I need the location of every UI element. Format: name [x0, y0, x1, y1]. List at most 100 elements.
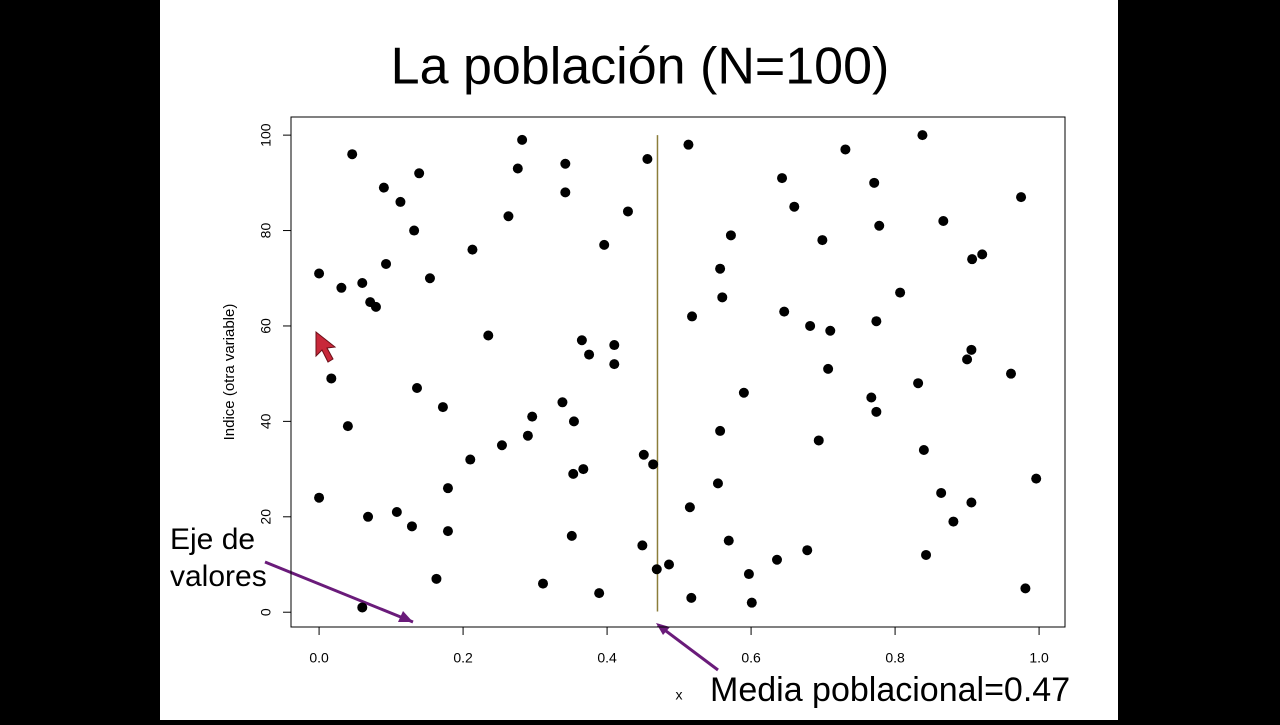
x-tick-label: 0.4	[597, 650, 617, 666]
point	[948, 516, 959, 527]
point	[512, 163, 523, 174]
point	[442, 483, 453, 494]
point	[584, 349, 595, 360]
point	[637, 540, 648, 551]
point	[326, 373, 337, 384]
point	[871, 406, 882, 417]
x-tick-label: 1.0	[1029, 650, 1049, 666]
point	[363, 511, 374, 522]
point	[817, 235, 828, 246]
y-tick-label: 40	[258, 413, 274, 429]
point	[738, 387, 749, 398]
point	[743, 569, 754, 580]
point	[805, 320, 816, 331]
point	[936, 487, 947, 498]
point	[342, 421, 353, 432]
y-tick-label: 100	[258, 123, 274, 147]
y-tick-label: 0	[258, 608, 274, 616]
point	[717, 292, 728, 303]
y-tick-label: 60	[258, 318, 274, 334]
point	[609, 340, 620, 351]
annotation-line: valores	[170, 560, 267, 593]
point	[869, 177, 880, 188]
annotation-arrow	[264, 560, 414, 624]
point	[391, 507, 402, 518]
point	[378, 182, 389, 193]
point	[789, 201, 800, 212]
point	[642, 153, 653, 164]
point	[874, 220, 885, 231]
annotation-arrow	[657, 623, 719, 672]
point	[977, 249, 988, 260]
slide-background	[160, 0, 1118, 720]
point	[568, 416, 579, 427]
y-tick-label: 20	[258, 509, 274, 525]
point	[638, 449, 649, 460]
point	[314, 268, 325, 279]
point	[442, 526, 453, 537]
point	[568, 468, 579, 479]
point	[813, 435, 824, 446]
point	[357, 278, 368, 289]
point	[594, 588, 605, 599]
point	[365, 297, 376, 308]
point	[1020, 583, 1031, 594]
point	[723, 535, 734, 546]
point	[336, 282, 347, 293]
point	[664, 559, 674, 570]
point	[683, 139, 694, 150]
point	[483, 330, 494, 341]
point	[967, 254, 978, 265]
y-axis-label: Indice (otra variable)	[221, 304, 238, 441]
point	[648, 459, 659, 470]
point	[406, 521, 417, 532]
point	[560, 158, 571, 169]
point	[467, 244, 478, 255]
y-tick-label: 80	[258, 223, 274, 239]
annotation: Eje de valores	[170, 523, 267, 593]
point	[684, 502, 695, 513]
cursor	[315, 330, 337, 363]
point	[578, 464, 589, 475]
point	[871, 316, 882, 327]
point	[347, 149, 358, 160]
point	[725, 230, 736, 241]
point	[913, 378, 924, 389]
arrow-head	[656, 623, 670, 635]
point	[409, 225, 420, 236]
point	[966, 344, 977, 355]
point	[962, 354, 973, 365]
point	[576, 335, 587, 346]
point	[414, 168, 425, 179]
point	[381, 258, 392, 269]
annotation: Media poblacional=0.47	[710, 671, 1070, 709]
point	[779, 306, 790, 317]
point	[895, 287, 906, 298]
point	[825, 325, 836, 336]
point	[560, 187, 571, 198]
point	[622, 206, 633, 217]
point	[651, 564, 662, 575]
x-tick-label: 0.8	[885, 650, 905, 666]
point	[712, 478, 723, 489]
point	[599, 239, 610, 250]
arrow-head	[398, 611, 413, 622]
point	[715, 425, 726, 436]
point	[687, 311, 698, 322]
x-tick-label: 0.0	[309, 650, 329, 666]
x-axis-label: x	[676, 687, 683, 703]
point	[921, 549, 932, 560]
point	[802, 545, 813, 556]
point	[431, 573, 442, 584]
point	[686, 592, 697, 603]
point	[496, 440, 507, 451]
point	[840, 144, 851, 155]
point	[1006, 368, 1016, 379]
point	[566, 530, 577, 541]
point	[1031, 473, 1042, 484]
point	[918, 445, 929, 456]
point	[424, 273, 435, 284]
point	[866, 392, 877, 403]
point	[772, 554, 782, 565]
